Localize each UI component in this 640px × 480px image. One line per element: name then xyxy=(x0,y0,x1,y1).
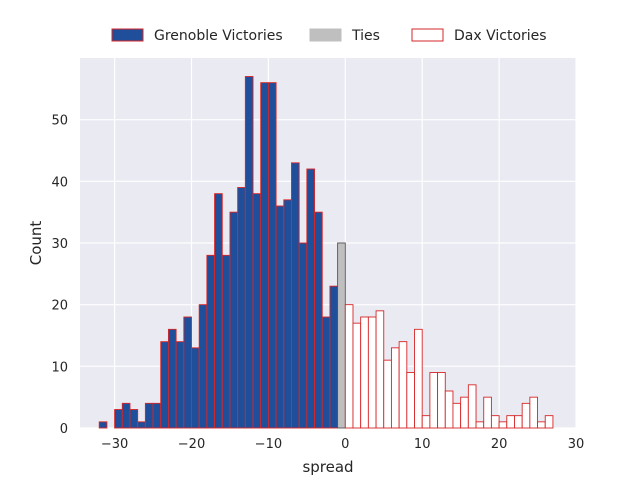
x-tick-label: 0 xyxy=(341,437,349,452)
y-tick-label: 30 xyxy=(51,237,68,252)
dax-bar xyxy=(537,421,546,429)
y-tick-label: 40 xyxy=(51,175,68,190)
x-tick-label: −20 xyxy=(178,437,205,452)
dax-bar xyxy=(398,341,408,429)
dax-bar xyxy=(529,396,539,429)
dax-bar xyxy=(483,396,492,429)
y-tick-label: 0 xyxy=(60,422,68,437)
grenoble-bar xyxy=(260,82,269,429)
x-tick-label: 20 xyxy=(491,437,508,452)
grenoble-bar xyxy=(252,193,262,429)
grenoble-bar xyxy=(244,76,254,429)
y-tick-label: 50 xyxy=(51,114,68,129)
x-tick-label: 10 xyxy=(414,437,431,452)
y-axis-label: Count xyxy=(27,221,45,266)
x-tick-label: 30 xyxy=(568,437,585,452)
grenoble-bar xyxy=(198,304,208,429)
dax-bar xyxy=(490,415,500,429)
dax-bar xyxy=(452,402,462,429)
dax-bar xyxy=(460,396,469,429)
grenoble-bar xyxy=(160,341,169,429)
grenoble-bar xyxy=(314,211,323,429)
grenoble-bar xyxy=(298,242,308,429)
dax-bar xyxy=(475,421,485,429)
grenoble-bar xyxy=(291,162,300,429)
x-axis-label: spread xyxy=(302,458,353,476)
y-tick-label: 10 xyxy=(51,360,68,375)
dax-bar xyxy=(421,415,431,429)
legend-ties-swatch xyxy=(309,28,342,42)
y-tick-label: 20 xyxy=(51,299,68,314)
dax-bar xyxy=(514,415,523,429)
dax-bar xyxy=(390,347,400,429)
legend-ties-label: Ties xyxy=(351,28,380,44)
x-tick-labels: −30 −20 −10 0 10 20 30 xyxy=(101,437,584,452)
y-tick-labels: 0 10 20 30 40 50 xyxy=(51,114,68,437)
grenoble-bar xyxy=(206,254,216,429)
grenoble-bar xyxy=(167,328,177,429)
grenoble-bar xyxy=(129,409,139,429)
dax-bar xyxy=(360,316,369,429)
grenoble-bar xyxy=(229,211,239,429)
grenoble-bar xyxy=(121,402,131,429)
grenoble-bar xyxy=(321,316,331,429)
ties-bar xyxy=(337,242,346,429)
legend: Grenoble Victories Ties Dax Victories xyxy=(111,28,547,44)
grenoble-bar xyxy=(114,409,123,429)
dax-bar xyxy=(367,316,377,429)
grenoble-bar xyxy=(152,402,162,429)
dax-bar xyxy=(506,415,515,429)
grenoble-bar xyxy=(191,347,200,429)
dax-bar xyxy=(437,372,446,429)
dax-bar xyxy=(406,372,415,429)
legend-dax-swatch xyxy=(411,28,444,42)
dax-bar xyxy=(429,372,439,429)
dax-bar xyxy=(352,322,362,429)
grenoble-bar xyxy=(283,199,292,429)
grenoble-bar xyxy=(183,316,192,429)
legend-grenoble-label: Grenoble Victories xyxy=(154,28,283,44)
dax-bar xyxy=(544,415,554,429)
grenoble-bar xyxy=(306,168,315,429)
grenoble-bar xyxy=(98,421,108,429)
legend-dax-label: Dax Victories xyxy=(454,28,547,44)
grenoble-bar xyxy=(137,421,146,429)
dax-bar xyxy=(444,390,454,429)
bars-layer xyxy=(98,76,554,429)
grenoble-bar xyxy=(221,254,231,429)
dax-bar xyxy=(498,421,508,429)
grenoble-bar xyxy=(329,285,339,429)
dax-bar xyxy=(467,384,477,429)
grenoble-bar xyxy=(237,187,246,429)
grenoble-bar xyxy=(144,402,154,429)
dax-bar xyxy=(521,402,531,429)
dax-bar xyxy=(375,310,385,429)
dax-bar xyxy=(344,304,354,429)
x-tick-label: −30 xyxy=(101,437,128,452)
legend-grenoble-swatch xyxy=(111,28,144,42)
grenoble-bar xyxy=(275,205,285,429)
dax-bar xyxy=(383,359,392,429)
x-tick-label: −10 xyxy=(255,437,282,452)
grenoble-bar xyxy=(214,193,223,429)
dax-bar xyxy=(414,328,423,429)
grenoble-bar xyxy=(267,82,277,429)
grenoble-bar xyxy=(175,341,185,429)
